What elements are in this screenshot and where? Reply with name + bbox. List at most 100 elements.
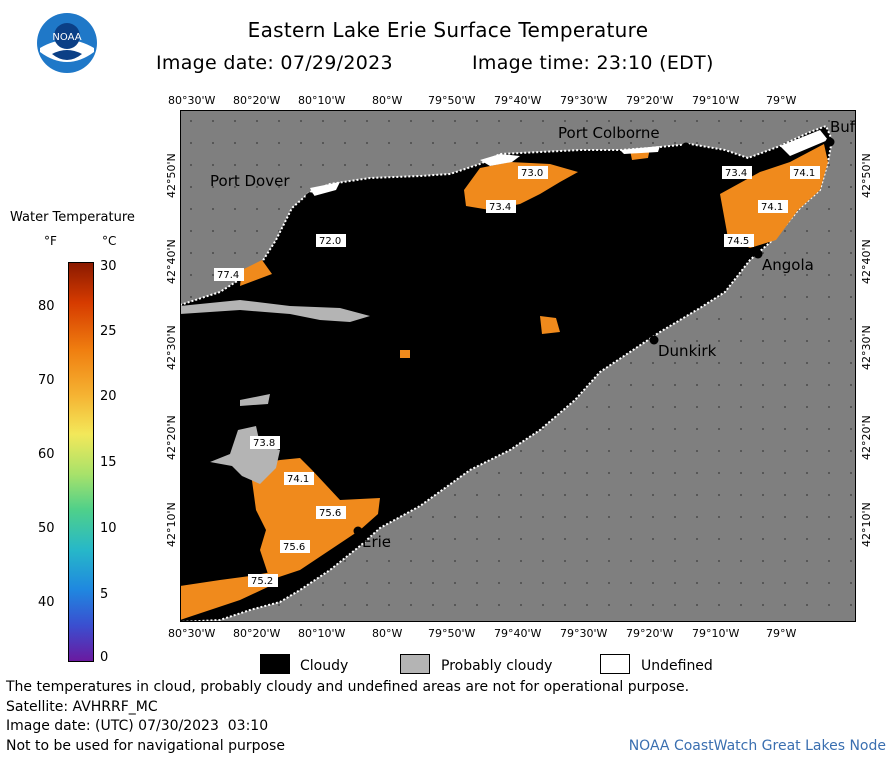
lon-label-bottom: 79°50'W bbox=[428, 627, 476, 640]
unit-celsius: °C bbox=[102, 234, 117, 248]
svg-text:73.0: 73.0 bbox=[521, 168, 543, 179]
temp-box: 73.4 bbox=[486, 200, 516, 213]
temperature-colorbar bbox=[68, 262, 94, 662]
svg-text:77.4: 77.4 bbox=[217, 270, 239, 281]
satellite-text: Satellite: AVHRRF_MC bbox=[6, 699, 158, 715]
svg-text:73.4: 73.4 bbox=[725, 168, 747, 179]
image-time: Image time: 23:10 (EDT) bbox=[472, 52, 714, 74]
unit-fahrenheit: °F bbox=[44, 234, 57, 248]
temperature-labels: 73.0 73.4 73.4 74.1 74.1 74.5 72.0 77.4 … bbox=[214, 166, 820, 587]
label-dunkirk: Dunkirk bbox=[658, 342, 717, 360]
lon-label-bottom: 80°30'W bbox=[168, 627, 216, 640]
label-erie: Erie bbox=[362, 533, 391, 551]
lake-cloud-area bbox=[179, 124, 834, 624]
lon-label-top: 80°W bbox=[372, 94, 403, 107]
temp-box: 74.1 bbox=[284, 472, 314, 485]
lake-erie-map: Port Colborne Port Dover Angola Dunkirk … bbox=[179, 110, 856, 624]
undefined-label: Undefined bbox=[641, 658, 713, 674]
label-port-colborne: Port Colborne bbox=[558, 124, 660, 142]
navigation-warning: Not to be used for navigational purpose bbox=[6, 738, 285, 754]
svg-text:73.8: 73.8 bbox=[253, 438, 275, 449]
lon-label-top: 80°20'W bbox=[233, 94, 281, 107]
lon-label-bottom: 79°40'W bbox=[494, 627, 542, 640]
lon-label-bottom: 80°10'W bbox=[298, 627, 346, 640]
c-label: 30 bbox=[100, 259, 117, 274]
label-buffalo: Buf bbox=[830, 118, 856, 136]
temp-box: 75.2 bbox=[248, 574, 278, 587]
utc-date-text: Image date: (UTC) 07/30/2023 03:10 bbox=[6, 718, 269, 734]
undefined-swatch bbox=[600, 654, 630, 674]
disclaimer-text: The temperatures in cloud, probably clou… bbox=[6, 679, 690, 695]
temp-box: 74.5 bbox=[724, 234, 754, 247]
buffalo-marker bbox=[825, 137, 835, 147]
port-dover-marker bbox=[305, 192, 315, 202]
probably-cloudy-label: Probably cloudy bbox=[441, 658, 553, 674]
logo-text: NOAA bbox=[52, 32, 81, 43]
lat-label-left: 42°40'N bbox=[165, 239, 178, 284]
noaa-logo: NOAA bbox=[36, 12, 98, 74]
lon-label-top: 79°50'W bbox=[428, 94, 476, 107]
lon-label-bottom: 79°30'W bbox=[560, 627, 608, 640]
c-label: 20 bbox=[100, 389, 117, 404]
map-svg: Port Colborne Port Dover Angola Dunkirk … bbox=[179, 110, 856, 624]
lon-label-top: 79°10'W bbox=[692, 94, 740, 107]
port-colborne-marker bbox=[681, 142, 691, 152]
svg-text:74.1: 74.1 bbox=[761, 202, 783, 213]
lat-label-right: 42°40'N bbox=[860, 239, 873, 284]
lat-label-left: 42°20'N bbox=[165, 415, 178, 460]
lon-label-top: 80°10'W bbox=[298, 94, 346, 107]
lat-label-left: 42°30'N bbox=[165, 325, 178, 370]
temp-box: 74.1 bbox=[758, 200, 788, 213]
c-label: 10 bbox=[100, 521, 117, 536]
lat-label-right: 42°30'N bbox=[860, 325, 873, 370]
legend-title: Water Temperature bbox=[10, 210, 135, 225]
erie-marker bbox=[353, 526, 363, 536]
lat-label-left: 42°50'N bbox=[165, 153, 178, 198]
temp-box: 72.0 bbox=[316, 234, 346, 247]
svg-text:74.5: 74.5 bbox=[727, 236, 749, 247]
cloud-legend: Cloudy Probably cloudy Undefined bbox=[260, 652, 880, 678]
credit-text: NOAA CoastWatch Great Lakes Node bbox=[628, 738, 886, 754]
label-port-dover: Port Dover bbox=[210, 172, 290, 190]
map-frame bbox=[180, 110, 856, 622]
svg-text:75.6: 75.6 bbox=[319, 508, 341, 519]
lon-label-bottom: 79°W bbox=[766, 627, 797, 640]
svg-text:75.2: 75.2 bbox=[251, 576, 273, 587]
lat-label-left: 42°10'N bbox=[165, 502, 178, 547]
svg-text:74.1: 74.1 bbox=[287, 474, 309, 485]
c-label: 5 bbox=[100, 587, 109, 602]
svg-text:74.1: 74.1 bbox=[793, 168, 815, 179]
temp-box: 73.4 bbox=[722, 166, 752, 179]
svg-text:73.4: 73.4 bbox=[489, 202, 511, 213]
lat-label-right: 42°50'N bbox=[860, 153, 873, 198]
temp-box: 74.1 bbox=[790, 166, 820, 179]
svg-text:75.6: 75.6 bbox=[283, 542, 305, 553]
lon-label-bottom: 79°10'W bbox=[692, 627, 740, 640]
dunkirk-marker bbox=[649, 335, 659, 345]
lon-label-top: 79°W bbox=[766, 94, 797, 107]
c-label: 15 bbox=[100, 455, 117, 470]
f-label: 50 bbox=[38, 521, 55, 536]
c-label: 25 bbox=[100, 324, 117, 339]
label-angola: Angola bbox=[762, 256, 814, 274]
lat-label-right: 42°10'N bbox=[860, 502, 873, 547]
svg-text:72.0: 72.0 bbox=[319, 236, 341, 247]
lon-label-top: 79°30'W bbox=[560, 94, 608, 107]
f-label: 40 bbox=[38, 595, 55, 610]
page-title: Eastern Lake Erie Surface Temperature bbox=[247, 18, 649, 42]
city-markers bbox=[305, 137, 835, 536]
temp-box: 77.4 bbox=[214, 268, 244, 281]
temp-box: 73.8 bbox=[250, 436, 280, 449]
probably-cloudy-patches bbox=[180, 300, 370, 484]
lon-label-bottom: 79°20'W bbox=[626, 627, 674, 640]
lon-label-top: 79°40'W bbox=[494, 94, 542, 107]
lat-label-right: 42°20'N bbox=[860, 415, 873, 460]
lon-label-bottom: 80°W bbox=[372, 627, 403, 640]
cloudy-swatch bbox=[260, 654, 290, 674]
lon-label-bottom: 80°20'W bbox=[233, 627, 281, 640]
probably-cloudy-swatch bbox=[400, 654, 430, 674]
image-date: Image date: 07/29/2023 bbox=[156, 52, 393, 74]
undefined-areas bbox=[310, 130, 828, 196]
f-label: 60 bbox=[38, 447, 55, 462]
lon-label-top: 79°20'W bbox=[626, 94, 674, 107]
